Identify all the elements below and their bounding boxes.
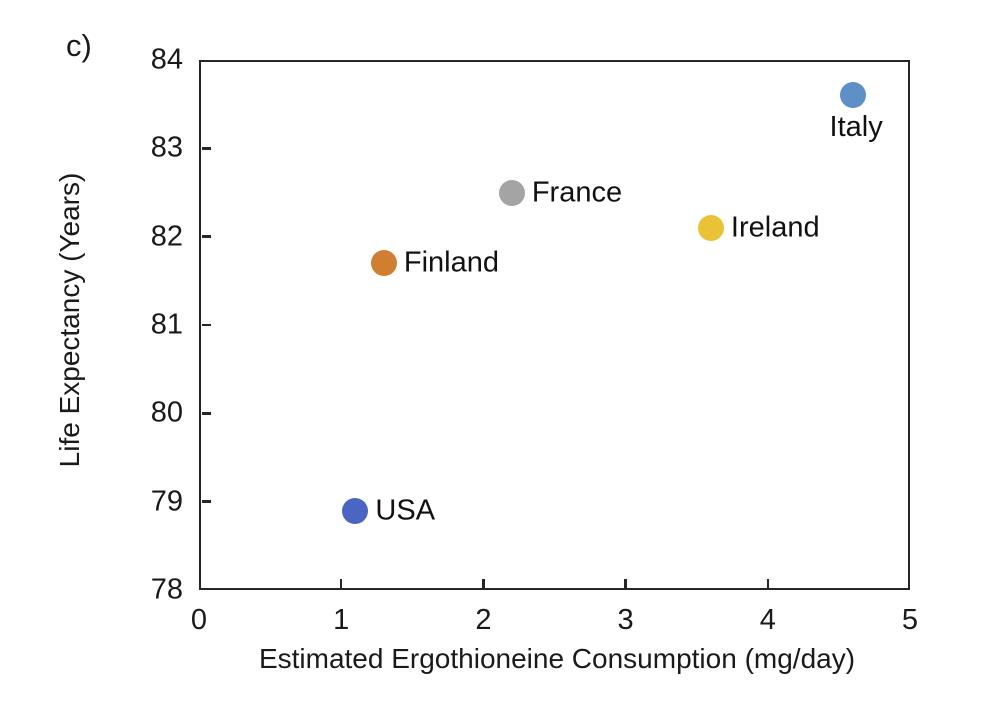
x-tick-label-5: 5	[901, 604, 919, 636]
x-tick-label-3: 3	[617, 604, 634, 636]
data-point-france	[498, 179, 525, 206]
x-tick-4	[766, 578, 770, 588]
y-tick-label-80: 80	[150, 396, 183, 429]
data-point-label-france: France	[531, 176, 623, 208]
data-point-finland	[370, 250, 397, 277]
x-axis-title: Estimated Ergothioneine Consumption (mg/…	[258, 643, 856, 674]
y-tick-label-84: 84	[150, 43, 183, 76]
y-axis-title: Life Expectancy (Years)	[54, 172, 85, 468]
y-tick-label-78: 78	[150, 573, 183, 606]
plot-area	[199, 60, 910, 590]
y-tick-label-82: 82	[150, 220, 183, 253]
y-tick-label-81: 81	[150, 308, 183, 341]
y-tick-82	[201, 235, 211, 238]
data-point-label-ireland: Ireland	[730, 211, 820, 244]
y-tick-label-83: 83	[150, 131, 183, 164]
data-point-italy	[840, 82, 867, 109]
x-tick-label-2: 2	[475, 604, 492, 636]
y-tick-label-79: 79	[150, 485, 183, 518]
y-tick-80	[201, 412, 211, 415]
data-point-ireland	[697, 214, 724, 241]
y-tick-79	[201, 500, 211, 503]
panel-label: c)	[66, 28, 92, 63]
x-tick-label-4: 4	[759, 604, 776, 636]
x-tick-3	[624, 578, 627, 588]
y-tick-83	[201, 147, 211, 150]
data-point-label-finland: Finland	[403, 246, 499, 279]
x-tick-label-1: 1	[333, 604, 350, 636]
x-tick-label-0: 0	[190, 604, 208, 636]
data-point-label-italy: Italy	[829, 111, 883, 144]
x-tick-2	[482, 578, 485, 588]
data-point-usa	[342, 497, 369, 524]
x-tick-1	[339, 578, 343, 588]
y-tick-81	[201, 323, 211, 327]
data-point-label-usa: USA	[375, 494, 436, 526]
